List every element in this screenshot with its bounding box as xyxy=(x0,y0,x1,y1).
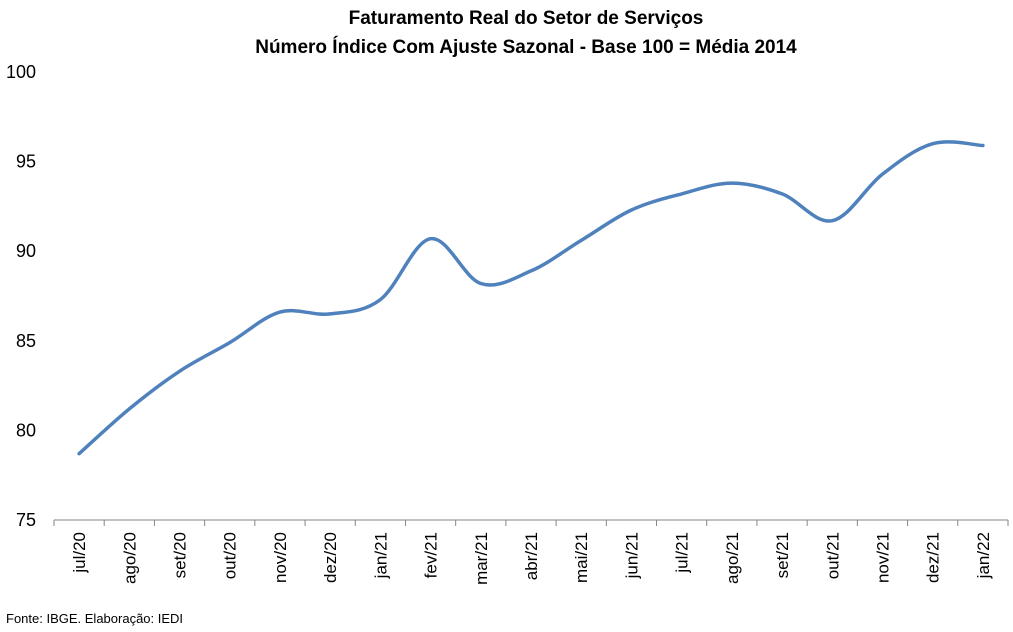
y-axis-ticks: 75 80 85 90 95 100 xyxy=(6,62,36,530)
x-tick-label: jun/21 xyxy=(622,532,641,579)
x-tick-label: out/20 xyxy=(221,532,240,579)
x-tick-label: jan/21 xyxy=(371,532,390,579)
x-tick-label: jul/21 xyxy=(673,532,692,574)
x-tick-label: mar/21 xyxy=(472,532,491,585)
y-tick-label: 100 xyxy=(6,62,36,82)
x-tick-label: nov/21 xyxy=(873,532,892,583)
series-line-0 xyxy=(77,140,985,456)
x-tick-label: nov/20 xyxy=(271,532,290,583)
x-tick-label: ago/21 xyxy=(723,532,742,584)
y-tick-label: 85 xyxy=(16,331,36,351)
y-tick-label: 95 xyxy=(16,152,36,172)
y-tick-label: 90 xyxy=(16,241,36,261)
x-tick-label: dez/21 xyxy=(924,532,943,583)
x-tick-label: mai/21 xyxy=(572,532,591,583)
x-tick-label: abr/21 xyxy=(522,532,541,580)
x-tick-label: fev/21 xyxy=(422,532,441,578)
x-tick-label: dez/20 xyxy=(321,532,340,583)
x-axis-ticks: jul/20 ago/20 set/20 out/20 nov/20 dez/20 jan/… xyxy=(53,520,1009,585)
source-note: Fonte: IBGE. Elaboração: IEDI xyxy=(6,611,184,626)
chart-title: Faturamento Real do Setor de Serviços xyxy=(349,8,704,29)
chart-subtitle: Número Índice Com Ajuste Sazonal - Base … xyxy=(255,36,797,58)
y-tick-label: 80 xyxy=(16,420,36,440)
x-tick-label: ago/20 xyxy=(120,532,139,584)
y-tick-label: 75 xyxy=(16,510,36,530)
plot-area xyxy=(77,140,985,456)
x-tick-label: jan/22 xyxy=(974,532,993,579)
x-tick-label: out/21 xyxy=(823,532,842,579)
x-tick-label: set/21 xyxy=(773,532,792,578)
x-tick-label: set/20 xyxy=(171,532,190,578)
x-tick-label: jul/20 xyxy=(70,532,89,574)
